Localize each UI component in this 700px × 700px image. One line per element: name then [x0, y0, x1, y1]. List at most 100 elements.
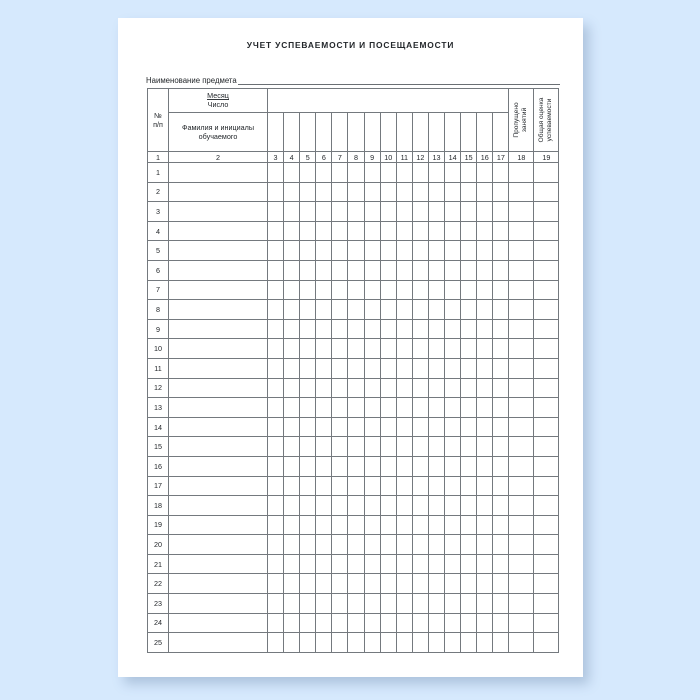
day-mark-cell[interactable] — [347, 377, 365, 399]
day-mark-cell[interactable] — [427, 593, 446, 614]
day-mark-cell[interactable] — [476, 162, 494, 183]
day-mark-cell[interactable] — [379, 436, 397, 457]
day-mark-cell[interactable] — [460, 299, 478, 320]
day-mark-cell[interactable] — [266, 436, 285, 457]
day-mark-cell[interactable] — [444, 553, 462, 575]
day-mark-cell[interactable] — [283, 279, 301, 301]
day-mark-cell[interactable] — [299, 279, 317, 301]
day-mark-cell[interactable] — [299, 593, 317, 614]
day-mark-cell[interactable] — [492, 357, 510, 379]
header-day-cell[interactable] — [283, 112, 301, 152]
day-mark-cell[interactable] — [427, 318, 446, 340]
day-mark-cell[interactable] — [411, 240, 429, 261]
day-mark-cell[interactable] — [331, 593, 349, 614]
day-mark-cell[interactable] — [411, 318, 429, 340]
day-mark-cell[interactable] — [492, 397, 510, 418]
day-mark-cell[interactable] — [444, 220, 462, 242]
overall-grade-cell[interactable] — [533, 514, 560, 536]
day-mark-cell[interactable] — [363, 632, 381, 653]
day-mark-cell[interactable] — [331, 181, 349, 203]
student-name-cell[interactable] — [168, 338, 268, 359]
day-mark-cell[interactable] — [411, 338, 429, 359]
overall-grade-cell[interactable] — [533, 416, 560, 438]
missed-lessons-cell[interactable] — [508, 436, 535, 457]
header-day-cell[interactable] — [411, 112, 429, 152]
day-mark-cell[interactable] — [315, 338, 333, 359]
day-mark-cell[interactable] — [460, 240, 478, 261]
day-mark-cell[interactable] — [460, 162, 478, 183]
day-mark-cell[interactable] — [347, 593, 365, 614]
day-mark-cell[interactable] — [444, 495, 462, 516]
day-mark-cell[interactable] — [283, 220, 301, 242]
day-mark-cell[interactable] — [427, 475, 446, 497]
day-mark-cell[interactable] — [379, 553, 397, 575]
day-mark-cell[interactable] — [315, 534, 333, 555]
day-mark-cell[interactable] — [347, 220, 365, 242]
day-mark-cell[interactable] — [476, 632, 494, 653]
day-mark-cell[interactable] — [476, 397, 494, 418]
day-mark-cell[interactable] — [427, 455, 446, 477]
day-mark-cell[interactable] — [444, 534, 462, 555]
day-mark-cell[interactable] — [331, 201, 349, 222]
overall-grade-cell[interactable] — [533, 181, 560, 203]
day-mark-cell[interactable] — [460, 357, 478, 379]
day-mark-cell[interactable] — [299, 573, 317, 595]
day-mark-cell[interactable] — [444, 632, 462, 653]
day-mark-cell[interactable] — [379, 338, 397, 359]
day-mark-cell[interactable] — [460, 318, 478, 340]
day-mark-cell[interactable] — [476, 318, 494, 340]
day-mark-cell[interactable] — [379, 201, 397, 222]
day-mark-cell[interactable] — [347, 553, 365, 575]
missed-lessons-cell[interactable] — [508, 514, 535, 536]
student-name-cell[interactable] — [168, 377, 268, 399]
day-mark-cell[interactable] — [444, 318, 462, 340]
day-mark-cell[interactable] — [347, 632, 365, 653]
day-mark-cell[interactable] — [379, 534, 397, 555]
day-mark-cell[interactable] — [492, 416, 510, 438]
student-name-cell[interactable] — [168, 475, 268, 497]
day-mark-cell[interactable] — [411, 162, 429, 183]
overall-grade-cell[interactable] — [533, 573, 560, 595]
header-day-cell[interactable] — [299, 112, 317, 152]
day-mark-cell[interactable] — [299, 201, 317, 222]
day-mark-cell[interactable] — [460, 338, 478, 359]
day-mark-cell[interactable] — [460, 553, 478, 575]
day-mark-cell[interactable] — [427, 279, 446, 301]
day-mark-cell[interactable] — [411, 279, 429, 301]
day-mark-cell[interactable] — [363, 201, 381, 222]
student-name-cell[interactable] — [168, 397, 268, 418]
day-mark-cell[interactable] — [460, 573, 478, 595]
day-mark-cell[interactable] — [283, 573, 301, 595]
day-mark-cell[interactable] — [347, 299, 365, 320]
student-name-cell[interactable] — [168, 357, 268, 379]
day-mark-cell[interactable] — [266, 279, 285, 301]
header-day-cell[interactable] — [315, 112, 333, 152]
day-mark-cell[interactable] — [283, 495, 301, 516]
day-mark-cell[interactable] — [283, 593, 301, 614]
student-name-cell[interactable] — [168, 201, 268, 222]
overall-grade-cell[interactable] — [533, 397, 560, 418]
day-mark-cell[interactable] — [460, 416, 478, 438]
day-mark-cell[interactable] — [363, 240, 381, 261]
subject-name-field[interactable]: Наименование предмета — [146, 76, 560, 86]
missed-lessons-cell[interactable] — [508, 240, 535, 261]
overall-grade-cell[interactable] — [533, 436, 560, 457]
day-mark-cell[interactable] — [266, 338, 285, 359]
day-mark-cell[interactable] — [379, 162, 397, 183]
day-mark-cell[interactable] — [444, 436, 462, 457]
day-mark-cell[interactable] — [444, 612, 462, 634]
overall-grade-cell[interactable] — [533, 553, 560, 575]
student-name-cell[interactable] — [168, 534, 268, 555]
day-mark-cell[interactable] — [379, 397, 397, 418]
day-mark-cell[interactable] — [363, 475, 381, 497]
day-mark-cell[interactable] — [315, 416, 333, 438]
day-mark-cell[interactable] — [379, 632, 397, 653]
day-mark-cell[interactable] — [411, 475, 429, 497]
day-mark-cell[interactable] — [444, 240, 462, 261]
day-mark-cell[interactable] — [492, 181, 510, 203]
day-mark-cell[interactable] — [476, 514, 494, 536]
day-mark-cell[interactable] — [460, 201, 478, 222]
day-mark-cell[interactable] — [347, 455, 365, 477]
day-mark-cell[interactable] — [315, 612, 333, 634]
day-mark-cell[interactable] — [347, 612, 365, 634]
